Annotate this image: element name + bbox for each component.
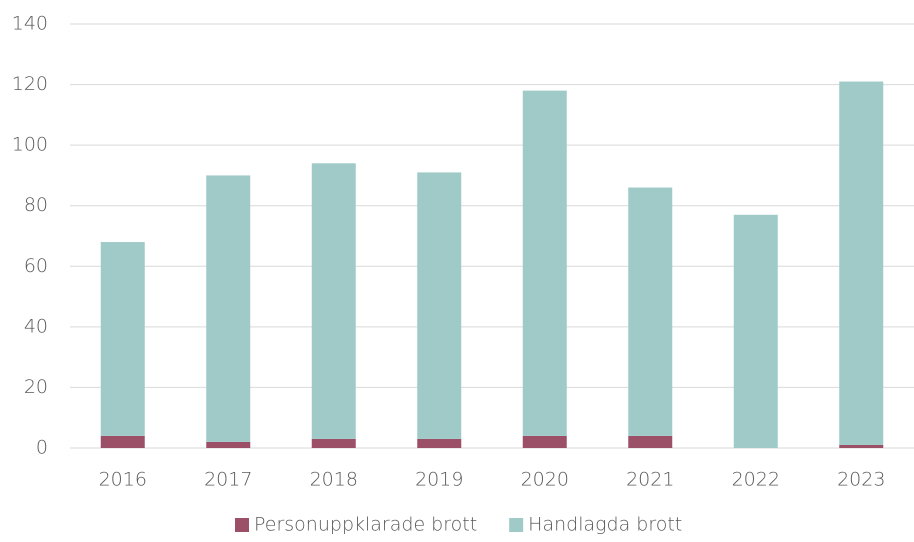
- legend-swatch: [235, 518, 249, 532]
- x-tick-label: 2016: [99, 469, 147, 491]
- x-tick-label: 2019: [415, 469, 463, 491]
- bar-segment: [100, 242, 145, 436]
- bar-segment: [311, 163, 356, 439]
- bar-segment: [311, 438, 356, 448]
- bar-segment: [839, 81, 884, 445]
- x-tick-label: 2023: [837, 469, 885, 491]
- bar-segment: [522, 435, 567, 448]
- x-tick-label: 2021: [626, 469, 674, 491]
- legend-label: Handlagda brott: [528, 514, 682, 536]
- y-tick-label: 120: [12, 73, 48, 95]
- bar-segment: [628, 187, 673, 436]
- x-tick-label: 2018: [310, 469, 358, 491]
- y-tick-label: 100: [12, 134, 48, 156]
- legend-swatch: [509, 518, 524, 532]
- y-tick-label: 20: [24, 376, 48, 398]
- bar-segment: [839, 444, 884, 448]
- bar-segment: [417, 172, 462, 439]
- x-tick-label: 2020: [521, 469, 569, 491]
- legend-label: Personuppklarade brott: [254, 514, 477, 536]
- y-tick-label: 40: [24, 315, 48, 337]
- x-tick-label: 2022: [732, 469, 780, 491]
- y-tick-label: 80: [24, 194, 48, 216]
- bar-segment: [206, 441, 251, 448]
- bar-segment: [628, 435, 673, 448]
- bar-segment: [733, 214, 778, 448]
- y-tick-label: 140: [12, 13, 48, 35]
- y-tick-label: 0: [36, 437, 48, 459]
- bar-segment: [100, 435, 145, 448]
- y-tick-label: 60: [24, 255, 48, 277]
- x-tick-label: 2017: [204, 469, 252, 491]
- bar-segment: [417, 438, 462, 448]
- bar-segment: [522, 90, 567, 436]
- bar-segment: [206, 175, 251, 442]
